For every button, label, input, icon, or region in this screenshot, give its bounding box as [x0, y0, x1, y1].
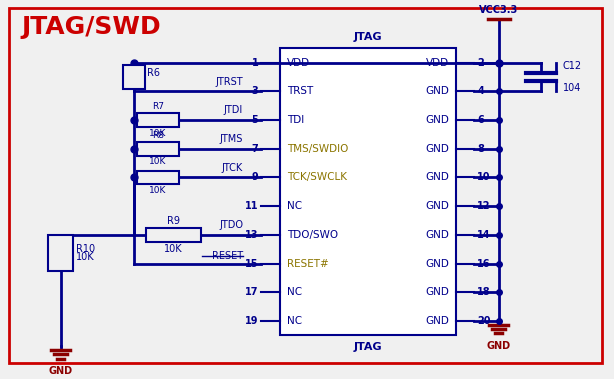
Text: 3: 3: [252, 86, 258, 96]
Bar: [279, 48, 456, 335]
Text: GND: GND: [425, 144, 449, 154]
Text: 5: 5: [252, 115, 258, 125]
Text: 20: 20: [477, 316, 491, 326]
Text: 6: 6: [477, 115, 484, 125]
Bar: [137, 171, 179, 184]
Text: 10K: 10K: [76, 252, 95, 262]
Text: VCC3.3: VCC3.3: [479, 6, 518, 16]
Text: GND: GND: [425, 287, 449, 297]
Text: 10: 10: [477, 172, 491, 182]
Text: JTAG/SWD: JTAG/SWD: [21, 16, 161, 39]
Text: GND: GND: [425, 172, 449, 182]
Bar: [137, 142, 179, 156]
Text: 2: 2: [477, 58, 484, 67]
Text: GND: GND: [425, 86, 449, 96]
Bar: [137, 113, 179, 127]
Text: 16: 16: [477, 258, 491, 269]
Text: R8: R8: [152, 131, 164, 140]
Text: 11: 11: [245, 201, 258, 211]
Text: 10K: 10K: [164, 244, 182, 254]
Bar: [49, 235, 72, 271]
Text: NC: NC: [287, 201, 302, 211]
Text: R9: R9: [166, 216, 180, 226]
Text: 15: 15: [245, 258, 258, 269]
Text: 17: 17: [245, 287, 258, 297]
Text: R10: R10: [76, 244, 95, 254]
Text: GND: GND: [425, 201, 449, 211]
Text: 19: 19: [245, 316, 258, 326]
Text: RESET#: RESET#: [287, 258, 328, 269]
Text: 1: 1: [252, 58, 258, 67]
Text: JTAG: JTAG: [354, 342, 382, 352]
Text: 104: 104: [562, 83, 581, 93]
Text: GND: GND: [425, 230, 449, 240]
Text: 18: 18: [477, 287, 491, 297]
Text: TCK/SWCLK: TCK/SWCLK: [287, 172, 347, 182]
Text: R7: R7: [152, 102, 164, 111]
Text: R6: R6: [147, 68, 160, 78]
Text: JTAG: JTAG: [354, 32, 382, 42]
Text: TDO/SWO: TDO/SWO: [287, 230, 338, 240]
Text: 10K: 10K: [149, 129, 166, 138]
Text: NC: NC: [287, 316, 302, 326]
Text: 8: 8: [477, 144, 484, 154]
Text: VDD: VDD: [426, 58, 449, 67]
Text: TRST: TRST: [287, 86, 313, 96]
Text: TMS/SWDIO: TMS/SWDIO: [287, 144, 348, 154]
Bar: [146, 228, 201, 242]
Text: RESET: RESET: [212, 251, 243, 261]
Text: TDI: TDI: [287, 115, 304, 125]
Text: NC: NC: [287, 287, 302, 297]
Text: VDD: VDD: [287, 58, 310, 67]
Text: JTCK: JTCK: [222, 163, 243, 173]
Text: JTRST: JTRST: [216, 77, 243, 86]
Text: 7: 7: [252, 144, 258, 154]
Bar: [123, 65, 144, 89]
Text: JTMS: JTMS: [220, 134, 243, 144]
Text: GND: GND: [49, 366, 72, 376]
Text: GND: GND: [425, 115, 449, 125]
Text: 9: 9: [252, 172, 258, 182]
Text: 12: 12: [477, 201, 491, 211]
Text: 4: 4: [477, 86, 484, 96]
Text: GND: GND: [425, 316, 449, 326]
Text: 14: 14: [477, 230, 491, 240]
Text: GND: GND: [425, 258, 449, 269]
Text: 10K: 10K: [149, 157, 166, 166]
Text: 13: 13: [245, 230, 258, 240]
Text: JTDO: JTDO: [219, 220, 243, 230]
Text: JTDI: JTDI: [224, 105, 243, 115]
Text: GND: GND: [487, 341, 511, 351]
Text: 10K: 10K: [149, 186, 166, 195]
Text: C12: C12: [562, 61, 581, 71]
